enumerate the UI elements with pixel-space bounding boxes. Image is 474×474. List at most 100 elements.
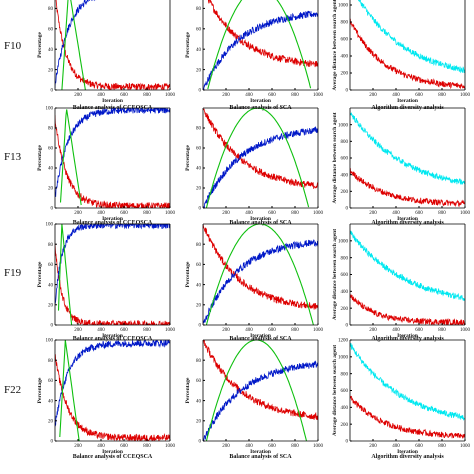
y-axis-label: Percentage [185,145,191,171]
panel-title: Balance analysis of SCA [229,220,292,226]
y-tick-label: 80 [48,7,54,12]
x-tick-label: 600 [120,444,128,449]
x-axis-label: Iteration [397,216,418,222]
x-tick-label: 1000 [165,328,176,333]
series-exploration [55,354,170,441]
series-incremental_decremental [61,0,86,90]
row-label-f22: F22 [4,384,21,396]
y-tick-label: 0 [51,89,54,94]
series-diversity_sca [350,342,465,421]
y-tick-label: 60 [196,28,202,33]
plot-area [203,224,318,325]
y-axis-label: Average distance between search agent [332,112,338,203]
series-exploitation [55,108,170,197]
y-tick-label: 400 [341,173,349,178]
panel-title: Balance analysis of CCEQSCA [73,220,153,226]
y-tick-label: 0 [199,324,202,329]
x-axis-label: Iteration [397,449,418,455]
series-incremental_decremental [59,109,82,206]
x-tick-label: 600 [120,328,128,333]
panel-f10-sca: 200 400 600 800 1000 0 20 40 60 80 Iteration Percen… [185,0,324,111]
y-tick-label: 0 [199,207,202,212]
x-tick-label: 200 [74,328,82,333]
series-exploration [55,243,170,325]
y-tick-label: 60 [196,147,202,152]
x-tick-label: 600 [268,211,276,216]
y-tick-label: 80 [196,243,202,248]
plot-area [350,230,465,325]
y-tick-label: 600 [341,157,349,162]
x-axis-label: Iteration [397,98,418,104]
panel-f13-ccesqsca: 200 400 600 800 1000 0 20 40 60 80 100 Iteration Per… [37,107,176,226]
plot-area [55,340,170,441]
y-tick-label: 400 [341,55,349,60]
y-tick-label: 20 [196,420,202,425]
x-tick-label: 400 [245,211,253,216]
y-tick-label: 80 [48,359,54,364]
x-tick-label: 400 [97,444,105,449]
y-tick-label: 40 [196,399,202,404]
series-exploitation [203,239,318,325]
y-tick-label: 100 [46,223,54,228]
x-tick-label: 800 [143,93,151,98]
y-tick-label: 0 [199,440,202,445]
y-axis-label: Average distance between search agent [332,345,338,436]
plot-area [55,224,170,325]
x-tick-label: 600 [415,93,423,98]
x-tick-label: 200 [369,211,377,216]
x-tick-label: 400 [97,211,105,216]
series-diversity_ccesqsca [350,168,465,208]
panel-f10-diversity: 200 400 600 800 1000 0 200 400 600 800 1000 Iterati… [332,0,471,111]
panel-f10-ccesqsca: 200 400 600 800 1000 0 20 40 60 80 Iteration Percen… [37,0,176,111]
y-tick-label: 800 [341,140,349,145]
series-exploitation [55,224,170,305]
x-tick-label: 200 [74,93,82,98]
y-tick-label: 60 [48,28,54,33]
x-tick-label: 400 [97,93,105,98]
series-exploration [207,0,318,68]
y-tick-label: 20 [48,304,54,309]
series-exploration [55,115,170,208]
y-axis-label: Percentage [185,261,191,287]
plot-area [350,0,465,90]
y-tick-label: 100 [46,107,54,112]
x-axis-label: Iteration [102,98,123,104]
x-tick-label: 1000 [313,444,324,449]
x-tick-label: 600 [415,328,423,333]
x-tick-label: 1000 [460,211,471,216]
series-exploitation [55,0,97,89]
y-tick-label: 40 [48,283,54,288]
plot-area [203,340,318,441]
x-axis-label: Iteration [397,333,418,339]
y-tick-label: 600 [341,38,349,43]
x-tick-label: 200 [369,328,377,333]
y-tick-label: 0 [199,89,202,94]
x-tick-label: 1000 [460,93,471,98]
panel-f22-sca: 200 400 600 800 1000 0 20 40 60 80 Iteration Percen… [185,339,324,460]
y-axis-label: Percentage [37,145,43,171]
y-tick-label: 1000 [338,123,349,128]
x-tick-label: 1000 [460,444,471,449]
series-exploitation [203,126,318,208]
x-tick-label: 600 [268,444,276,449]
y-tick-label: 0 [51,440,54,445]
x-tick-label: 600 [415,211,423,216]
panel-title: Balance analysis of CCEQSCA [73,454,153,460]
panel-title: Balance analysis of CCEQSCA [73,336,153,342]
y-tick-label: 0 [346,440,349,445]
x-tick-label: 800 [291,444,299,449]
x-tick-label: 1000 [460,328,471,333]
y-tick-label: 800 [341,21,349,26]
y-tick-label: 200 [341,423,349,428]
series-incremental_decremental [205,108,310,208]
y-tick-label: 600 [341,389,349,394]
x-tick-label: 400 [392,93,400,98]
x-tick-label: 600 [268,328,276,333]
x-tick-label: 1000 [313,93,324,98]
x-tick-label: 1000 [165,93,176,98]
y-tick-label: 80 [196,7,202,12]
panel-f22-diversity: 200 400 600 800 1000 0 200 400 600 800 1000 1200 Ite… [332,339,471,460]
x-tick-label: 1000 [313,211,324,216]
y-tick-label: 20 [196,68,202,73]
